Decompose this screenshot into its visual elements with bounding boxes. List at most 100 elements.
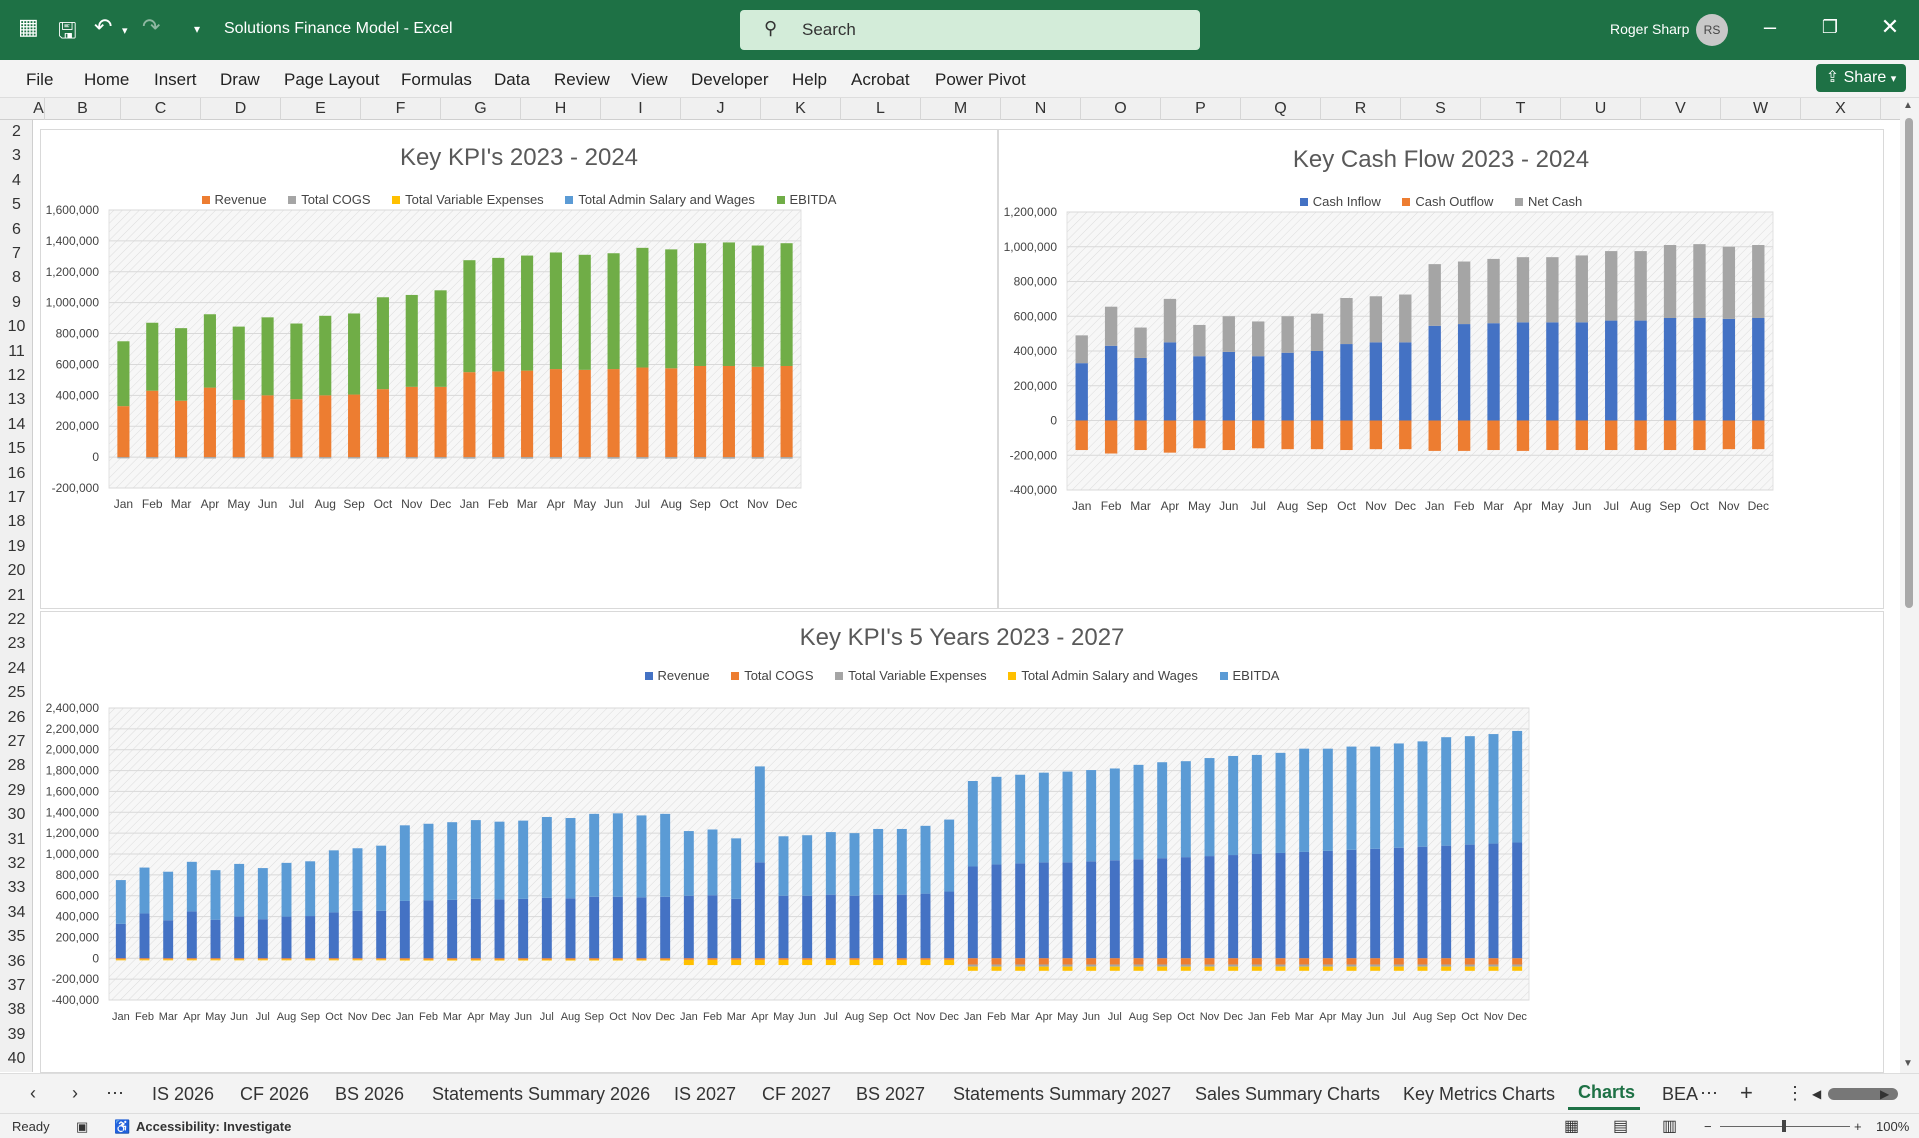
column-header-r[interactable]: R — [1321, 98, 1401, 120]
customize-quick-access-icon[interactable]: ▾ — [194, 22, 201, 36]
row-header-7[interactable]: 7 — [12, 245, 21, 262]
macro-recording-icon[interactable]: ▣ — [76, 1119, 89, 1134]
row-header-2[interactable]: 2 — [12, 123, 21, 140]
redo-icon[interactable]: ↷ — [142, 14, 161, 39]
row-header-4[interactable]: 4 — [12, 171, 21, 189]
row-header-5[interactable]: 5 — [12, 196, 21, 214]
row-header-33[interactable]: 33 — [7, 879, 26, 897]
tab-power-pivot[interactable]: Power Pivot — [935, 70, 1026, 89]
row-header-12[interactable]: 12 — [7, 367, 26, 384]
horizontal-scrollbar-thumb[interactable] — [1828, 1088, 1898, 1100]
row-header-14[interactable]: 14 — [7, 415, 26, 433]
column-header-g[interactable]: G — [441, 98, 521, 120]
row-header-30[interactable]: 30 — [7, 806, 26, 824]
scroll-right-icon[interactable]: ▶ — [1880, 1087, 1890, 1101]
tab-page-layout[interactable]: Page Layout — [284, 70, 380, 89]
column-header-d[interactable]: D — [201, 98, 281, 120]
column-header-p[interactable]: P — [1161, 98, 1241, 120]
sheet-tab-key-metrics-charts[interactable]: Key Metrics Charts — [1403, 1084, 1556, 1104]
sheet-tab-sales-summary-charts[interactable]: Sales Summary Charts — [1195, 1084, 1381, 1104]
row-header-8[interactable]: 8 — [12, 269, 21, 287]
column-header-f[interactable]: F — [361, 98, 441, 120]
column-header-t[interactable]: T — [1481, 98, 1561, 120]
row-header-10[interactable]: 10 — [7, 318, 26, 336]
sheet-tab-cf-2026[interactable]: CF 2026 — [240, 1084, 310, 1104]
vertical-scrollbar[interactable]: ▲ ▼ — [1900, 98, 1919, 1073]
sheet-tab-is-2027[interactable]: IS 2027 — [674, 1084, 737, 1104]
accessibility-icon[interactable]: ♿ — [114, 1119, 131, 1134]
tab-help[interactable]: Help — [792, 70, 827, 89]
row-header-40[interactable]: 40 — [7, 1050, 26, 1068]
row-header-26[interactable]: 26 — [7, 708, 26, 726]
row-header-38[interactable]: 38 — [7, 1001, 26, 1019]
share-button[interactable]: ⇪ Share ▾ — [1816, 64, 1906, 92]
column-header-n[interactable]: N — [1001, 98, 1081, 120]
column-header-l[interactable]: L — [841, 98, 921, 120]
add-sheet-icon[interactable]: + — [1740, 1080, 1753, 1105]
row-header-13[interactable]: 13 — [7, 391, 26, 409]
tab-home[interactable]: Home — [84, 70, 130, 89]
scrollbar-thumb[interactable] — [1905, 118, 1913, 608]
tab-draw[interactable]: Draw — [220, 70, 260, 89]
row-header-9[interactable]: 9 — [12, 293, 21, 311]
tab-developer[interactable]: Developer — [691, 70, 769, 89]
row-header-6[interactable]: 6 — [12, 220, 21, 238]
sheet-tab-statements-summary-2027[interactable]: Statements Summary 2027 — [953, 1084, 1172, 1104]
row-header-32[interactable]: 32 — [7, 855, 26, 872]
row-header-34[interactable]: 34 — [7, 903, 26, 921]
avatar[interactable]: RS — [1696, 14, 1728, 46]
close-icon[interactable]: ✕ — [1880, 14, 1900, 39]
scroll-up-icon[interactable]: ▲ — [1903, 100, 1913, 111]
zoom-out-icon[interactable]: − — [1704, 1119, 1712, 1134]
normal-view-icon[interactable]: ▦ — [1564, 1118, 1580, 1135]
row-header-25[interactable]: 25 — [7, 684, 26, 702]
scroll-left-icon[interactable]: ◀ — [1812, 1087, 1822, 1101]
column-header-j[interactable]: J — [681, 98, 761, 120]
accessibility-status[interactable]: Accessibility: Investigate — [136, 1119, 292, 1134]
row-header-22[interactable]: 22 — [7, 611, 26, 628]
tab-review[interactable]: Review — [554, 70, 610, 89]
zoom-in-icon[interactable]: + — [1854, 1119, 1862, 1134]
row-header-23[interactable]: 23 — [7, 635, 26, 653]
sheet-tab-bs-2027[interactable]: BS 2027 — [856, 1084, 926, 1104]
column-header-v[interactable]: V — [1641, 98, 1721, 120]
prev-sheet-icon[interactable]: ‹ — [30, 1083, 36, 1103]
row-header-29[interactable]: 29 — [7, 781, 26, 799]
search-box[interactable]: ⚲ Search — [740, 10, 1200, 50]
undo-icon[interactable]: ↶ — [94, 14, 113, 39]
row-header-21[interactable]: 21 — [7, 586, 26, 604]
sheet-tab-charts[interactable]: Charts — [1578, 1082, 1636, 1102]
sheet-tab-bs-2026[interactable]: BS 2026 — [335, 1084, 405, 1104]
row-header-27[interactable]: 27 — [7, 733, 26, 750]
column-header-h[interactable]: H — [521, 98, 601, 120]
column-header-w[interactable]: W — [1721, 98, 1801, 120]
column-header-u[interactable]: U — [1561, 98, 1641, 120]
row-header-36[interactable]: 36 — [7, 952, 26, 970]
tab-insert[interactable]: Insert — [154, 70, 197, 89]
restore-icon[interactable]: ❐ — [1821, 17, 1839, 37]
worksheet[interactable]: Key KPI's 2023 - 2024 Revenue Total COGS… — [34, 121, 1900, 1073]
sheet-tab-statements-summary-2026[interactable]: Statements Summary 2026 — [432, 1084, 651, 1104]
tab-acrobat[interactable]: Acrobat — [851, 70, 910, 89]
sheet-tab-bea[interactable]: BEA — [1662, 1084, 1699, 1104]
row-header-37[interactable]: 37 — [7, 977, 26, 994]
column-header-i[interactable]: I — [601, 98, 681, 120]
row-header-31[interactable]: 31 — [7, 830, 26, 848]
sheet-tab-is-2026[interactable]: IS 2026 — [152, 1084, 215, 1104]
column-header-e[interactable]: E — [281, 98, 361, 120]
scroll-down-icon[interactable]: ▼ — [1903, 1058, 1913, 1069]
user-name[interactable]: Roger Sharp — [1610, 21, 1690, 37]
tab-formulas[interactable]: Formulas — [401, 70, 472, 89]
minimize-icon[interactable]: – — [1763, 14, 1777, 39]
row-header-20[interactable]: 20 — [7, 562, 26, 580]
tab-view[interactable]: View — [631, 70, 668, 89]
column-header-q[interactable]: Q — [1241, 98, 1321, 120]
chart-key-kpis-2023-2024[interactable]: Key KPI's 2023 - 2024 Revenue Total COGS… — [40, 129, 998, 609]
column-header-s[interactable]: S — [1401, 98, 1481, 120]
row-header-11[interactable]: 11 — [8, 342, 25, 360]
column-header-o[interactable]: O — [1081, 98, 1161, 120]
row-header-16[interactable]: 16 — [7, 464, 26, 482]
row-header-19[interactable]: 19 — [7, 537, 26, 555]
row-header-3[interactable]: 3 — [12, 147, 21, 165]
row-header-35[interactable]: 35 — [7, 928, 26, 946]
